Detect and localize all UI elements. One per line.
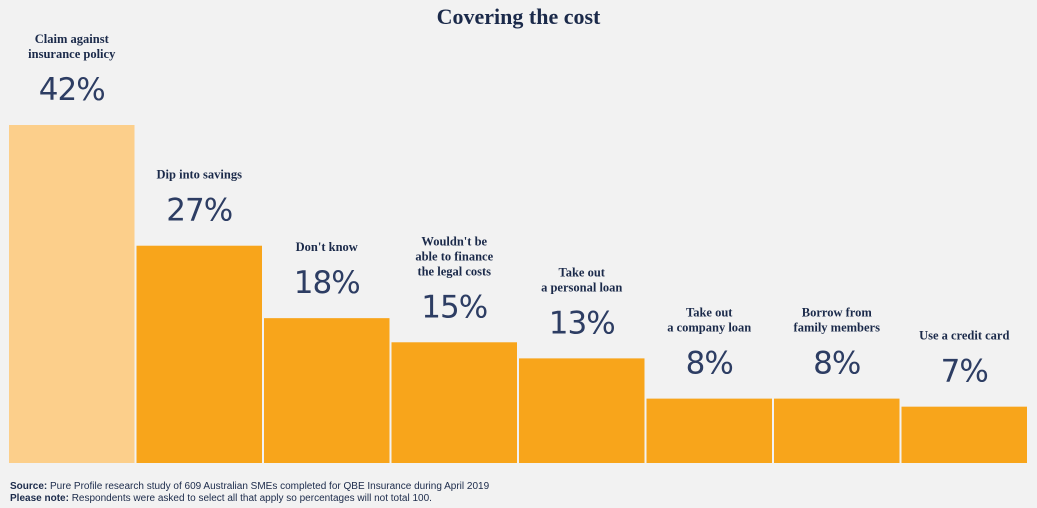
category-label-line: able to finance: [415, 249, 493, 263]
category-label-line: the legal costs: [417, 264, 491, 278]
bar-don-t-know: [264, 318, 390, 463]
value-label-take-out-a-personal-loan: 13%: [549, 305, 615, 341]
value-label-don-t-know: 18%: [294, 265, 360, 301]
value-label-take-out-a-company-loan: 8%: [686, 346, 733, 382]
category-label-line: Borrow from: [802, 306, 873, 320]
source-label: Source:: [10, 481, 48, 492]
value-label-use-a-credit-card: 7%: [941, 354, 988, 390]
value-label-borrow-from-family-members: 8%: [813, 346, 860, 382]
category-label-line: Take out: [686, 306, 733, 320]
chart-title: Covering the cost: [436, 4, 601, 29]
category-label-wouldn-t-be-able-to-finance-the-legal-costs: Wouldn't be able to finance the legal cost…: [415, 234, 493, 278]
value-label-dip-into-savings: 27%: [166, 193, 232, 229]
category-label-use-a-credit-card: Use a credit card: [919, 329, 1009, 343]
category-label-claim-against-insurance-policy: Claim against insurance policy: [28, 32, 116, 61]
source-text: Pure Profile research study of 609 Austr…: [47, 481, 490, 492]
category-label-borrow-from-family-members: Borrow from family members: [794, 306, 881, 335]
value-label-wouldn-t-be-able-to-finance-the-legal-costs: 15%: [421, 289, 487, 325]
category-label-line: Take out: [559, 265, 606, 279]
bar-borrow-from-family-members: [774, 398, 900, 463]
category-label-line: a company loan: [667, 321, 751, 335]
bar-wouldn-t-be-able-to-finance-the-legal-costs: [391, 342, 517, 463]
bar-use-a-credit-card: [901, 406, 1027, 463]
category-label-line: insurance policy: [28, 47, 116, 61]
note-label: Please note:: [10, 493, 69, 504]
bar-take-out-a-personal-loan: [519, 358, 645, 463]
bar-claim-against-insurance-policy: [9, 125, 135, 463]
note-line: Please note: Respondents were asked to s…: [10, 493, 489, 505]
note-text: Respondents were asked to select all tha…: [68, 493, 432, 504]
category-label-line: Wouldn't be: [421, 234, 487, 248]
category-label-line: Dip into savings: [157, 168, 243, 182]
chart-footer: Source: Pure Profile research study of 6…: [10, 481, 489, 505]
bar-chart: 42% Claim against insurance policy 27% Dip i…: [9, 32, 1027, 463]
category-label-line: family members: [794, 321, 881, 335]
source-line: Source: Pure Profile research study of 6…: [10, 481, 489, 493]
category-label-take-out-a-personal-loan: Take out a personal loan: [541, 265, 622, 294]
bar-take-out-a-company-loan: [646, 398, 772, 463]
category-label-take-out-a-company-loan: Take out a company loan: [667, 306, 751, 335]
value-label-claim-against-insurance-policy: 42%: [39, 72, 105, 108]
category-label-line: Don't know: [296, 240, 358, 254]
category-label-line: Use a credit card: [919, 329, 1009, 343]
category-label-dip-into-savings: Dip into savings: [157, 168, 243, 182]
category-label-don-t-know: Don't know: [296, 240, 358, 254]
category-label-line: a personal loan: [541, 280, 622, 294]
category-label-line: Claim against: [35, 32, 110, 46]
bar-dip-into-savings: [136, 245, 262, 463]
